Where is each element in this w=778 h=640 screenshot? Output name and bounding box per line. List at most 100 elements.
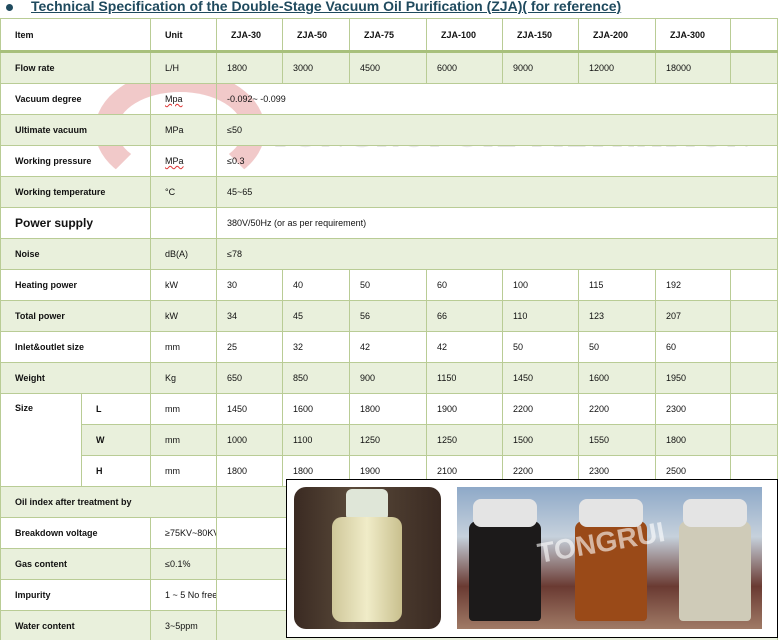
row-label: Total power [0,300,152,332]
value-cell: -0.092~ -0.099 [216,83,778,115]
oil-photos: TONGRUI [286,479,778,638]
value-cell: 1800 [216,51,284,84]
value-cell: 50 [578,331,657,363]
value-cell: 1800 [216,455,284,487]
value-cell: 100 [502,269,580,301]
cell-text: MPa [165,156,184,166]
empty-cell [730,424,778,456]
table-row: Power supply 380V/50Hz (or as per require… [0,207,778,239]
table-row: Flow rate L/H 1800 3000 4500 6000 9000 12000 180… [0,51,778,84]
row-label: Inlet&outlet size [0,331,152,363]
empty-cell [730,331,778,363]
value-cell: 850 [282,362,351,394]
header-model: ZJA-300 [655,18,732,53]
value-cell: 42 [426,331,504,363]
value-cell: 1800 [349,393,428,425]
empty-cell [730,18,778,53]
oil-index-label: Oil index after treatment by [0,486,218,518]
value-cell: ≤0.1% [150,548,218,580]
value-cell: 4500 [349,51,428,84]
value-cell: 110 [502,300,580,332]
row-unit [150,207,218,239]
value-cell: 12000 [578,51,657,84]
row-unit: °C [150,176,218,208]
value-cell: 1000 [216,424,284,456]
value-cell: 56 [349,300,428,332]
value-cell: 1600 [578,362,657,394]
value-cell: 1250 [349,424,428,456]
value-cell: 6000 [426,51,504,84]
clean-oil-bottle-photo [294,487,441,629]
header-unit: Unit [150,18,218,53]
header-row: Item Unit ZJA-30 ZJA-50 ZJA-75 ZJA-100 ZJA-150… [0,18,778,53]
cell-text: Mpa [165,94,183,104]
empty-cell [730,51,778,84]
value-cell: 2200 [502,393,580,425]
page-title: Technical Specification of the Double-St… [6,0,621,14]
row-label: Impurity [0,579,152,611]
row-label: Flow rate [0,51,152,84]
table-row: Vacuum degree Mpa -0.092~ -0.099 [0,83,778,115]
value-cell: 32 [282,331,351,363]
row-label: Working pressure [0,145,152,177]
value-cell: 60 [655,331,732,363]
row-label: Weight [0,362,152,394]
table-row: Noise dB(A) ≤78 [0,238,778,270]
table-row: Weight Kg 650 850 900 1150 1450 1600 1950 [0,362,778,394]
size-label: Size [0,393,82,487]
empty-cell [730,269,778,301]
header-model: ZJA-200 [578,18,657,53]
value-cell: ≤78 [216,238,778,270]
size-dim: L [80,393,152,425]
row-label: Working temperature [0,176,152,208]
table-row: Ultimate vacuum MPa ≤50 [0,114,778,146]
value-cell: 1900 [426,393,504,425]
row-label: Vacuum degree [0,83,152,115]
value-cell: 2300 [655,393,732,425]
row-label: Heating power [0,269,152,301]
value-cell: 1550 [578,424,657,456]
row-unit: kW [150,300,218,332]
value-cell: 1250 [426,424,504,456]
table-row: Heating power kW 30 40 50 60 100 115 192 [0,269,778,301]
row-unit: mm [150,331,218,363]
value-cell: 192 [655,269,732,301]
value-cell: 1600 [282,393,351,425]
value-cell: 123 [578,300,657,332]
row-unit: MPa [150,114,218,146]
value-cell: 650 [216,362,284,394]
value-cell: 3000 [282,51,351,84]
value-cell: 2200 [578,393,657,425]
row-label: Gas content [0,548,152,580]
value-cell: ≤50 [216,114,778,146]
value-cell: 25 [216,331,284,363]
value-cell: 115 [578,269,657,301]
value-cell: 1150 [426,362,504,394]
size-dim: W [80,424,152,456]
value-cell: 50 [349,269,428,301]
oil-comparison-photo: TONGRUI [457,487,762,629]
row-unit: mm [150,455,218,487]
size-dim: H [80,455,152,487]
value-cell: 380V/50Hz (or as per requirement) [216,207,778,239]
value-cell: 50 [502,331,580,363]
row-label: Power supply [0,207,152,239]
empty-cell [730,393,778,425]
value-cell: 45~65 [216,176,778,208]
row-unit: L/H [150,51,218,84]
value-cell: 66 [426,300,504,332]
value-cell: 34 [216,300,284,332]
row-unit: dB(A) [150,238,218,270]
value-cell: ≤0.3 [216,145,778,177]
row-label: Ultimate vacuum [0,114,152,146]
empty-cell [730,300,778,332]
header-item: Item [0,18,152,53]
row-label: Noise [0,238,152,270]
value-cell: 60 [426,269,504,301]
value-cell: 3~5ppm [150,610,218,640]
row-unit: MPa [150,145,218,177]
row-unit: Kg [150,362,218,394]
value-cell: 1450 [216,393,284,425]
